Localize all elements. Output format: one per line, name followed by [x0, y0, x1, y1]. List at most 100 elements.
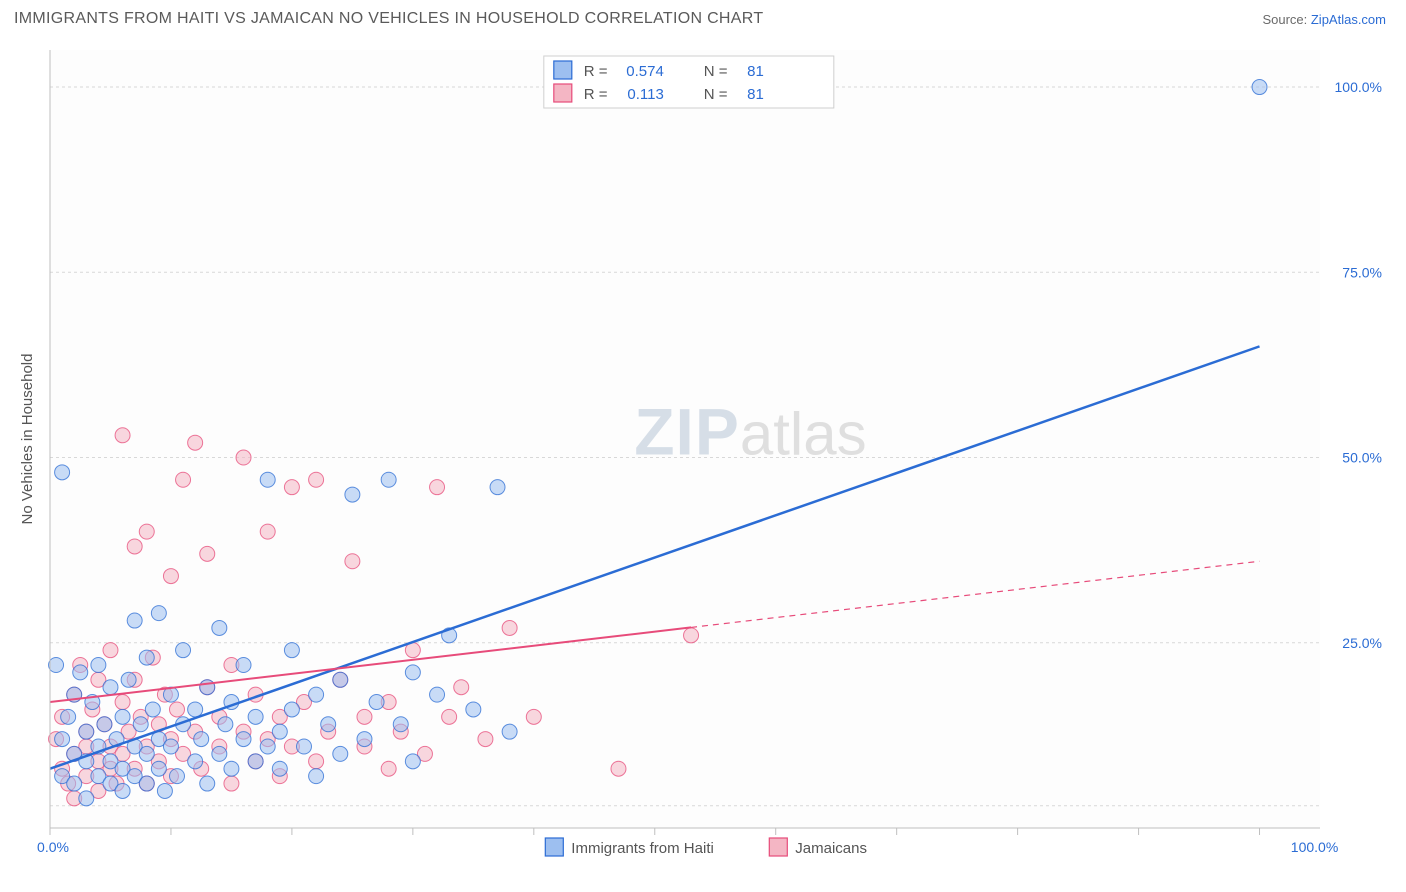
data-point: [151, 606, 166, 621]
data-point: [200, 546, 215, 561]
data-point: [611, 761, 626, 776]
data-point: [194, 732, 209, 747]
data-point: [49, 657, 64, 672]
data-point: [1252, 80, 1267, 95]
data-point: [309, 687, 324, 702]
data-point: [200, 776, 215, 791]
data-point: [502, 620, 517, 635]
data-point: [248, 709, 263, 724]
data-point: [163, 739, 178, 754]
data-point: [442, 709, 457, 724]
data-point: [345, 554, 360, 569]
data-point: [91, 657, 106, 672]
data-point: [103, 643, 118, 658]
legend-r-value: 0.574: [626, 63, 664, 80]
data-point: [73, 665, 88, 680]
data-point: [176, 643, 191, 658]
data-point: [200, 680, 215, 695]
data-point: [260, 739, 275, 754]
data-point: [369, 695, 384, 710]
data-point: [248, 754, 263, 769]
scatter-chart: ZIPatlas0.0%100.0%25.0%50.0%75.0%100.0%N…: [14, 42, 1392, 874]
data-point: [236, 732, 251, 747]
data-point: [67, 776, 82, 791]
data-point: [79, 724, 94, 739]
data-point: [79, 791, 94, 806]
data-point: [115, 783, 130, 798]
data-point: [260, 524, 275, 539]
data-point: [115, 695, 130, 710]
data-point: [430, 480, 445, 495]
data-point: [260, 472, 275, 487]
data-point: [321, 717, 336, 732]
data-point: [188, 754, 203, 769]
data-point: [272, 724, 287, 739]
data-point: [357, 732, 372, 747]
data-point: [218, 717, 233, 732]
data-point: [333, 746, 348, 761]
data-point: [490, 480, 505, 495]
data-point: [333, 672, 348, 687]
data-point: [284, 702, 299, 717]
data-point: [188, 702, 203, 717]
data-point: [405, 754, 420, 769]
data-point: [61, 709, 76, 724]
source-label: Source: ZipAtlas.com: [1262, 12, 1386, 27]
data-point: [236, 450, 251, 465]
data-point: [212, 620, 227, 635]
data-point: [170, 769, 185, 784]
data-point: [127, 613, 142, 628]
data-point: [139, 650, 154, 665]
data-point: [139, 776, 154, 791]
data-point: [502, 724, 517, 739]
data-point: [97, 717, 112, 732]
data-point: [212, 746, 227, 761]
watermark: ZIPatlas: [634, 395, 866, 469]
data-point: [139, 524, 154, 539]
data-point: [103, 680, 118, 695]
data-point: [430, 687, 445, 702]
data-point: [236, 657, 251, 672]
data-point: [309, 754, 324, 769]
y-tick-label: 100.0%: [1335, 79, 1382, 95]
data-point: [121, 672, 136, 687]
y-axis-title: No Vehicles in Household: [19, 354, 36, 525]
legend-n-label: N =: [704, 86, 728, 103]
data-point: [466, 702, 481, 717]
source-link[interactable]: ZipAtlas.com: [1311, 12, 1386, 27]
data-point: [139, 746, 154, 761]
data-point: [309, 769, 324, 784]
data-point: [405, 665, 420, 680]
data-point: [526, 709, 541, 724]
legend-label: Immigrants from Haiti: [571, 840, 714, 857]
data-point: [55, 732, 70, 747]
data-point: [272, 761, 287, 776]
y-tick-label: 50.0%: [1342, 450, 1382, 466]
data-point: [127, 539, 142, 554]
y-tick-label: 25.0%: [1342, 635, 1382, 651]
y-tick-label: 75.0%: [1342, 264, 1382, 280]
data-point: [381, 761, 396, 776]
legend-label: Jamaicans: [795, 840, 867, 857]
chart-area: ZIPatlas0.0%100.0%25.0%50.0%75.0%100.0%N…: [14, 42, 1392, 874]
source-prefix: Source:: [1262, 12, 1310, 27]
data-point: [224, 776, 239, 791]
data-point: [393, 717, 408, 732]
data-point: [188, 435, 203, 450]
data-point: [115, 709, 130, 724]
legend-n-value: 81: [747, 63, 764, 80]
chart-title: IMMIGRANTS FROM HAITI VS JAMAICAN NO VEH…: [14, 10, 763, 28]
legend-swatch: [769, 838, 787, 856]
legend-n-label: N =: [704, 63, 728, 80]
data-point: [284, 480, 299, 495]
data-point: [176, 472, 191, 487]
data-point: [345, 487, 360, 502]
data-point: [55, 465, 70, 480]
legend-swatch: [554, 61, 572, 79]
data-point: [478, 732, 493, 747]
data-point: [284, 643, 299, 658]
data-point: [224, 761, 239, 776]
data-point: [157, 783, 172, 798]
data-point: [115, 428, 130, 443]
data-point: [454, 680, 469, 695]
